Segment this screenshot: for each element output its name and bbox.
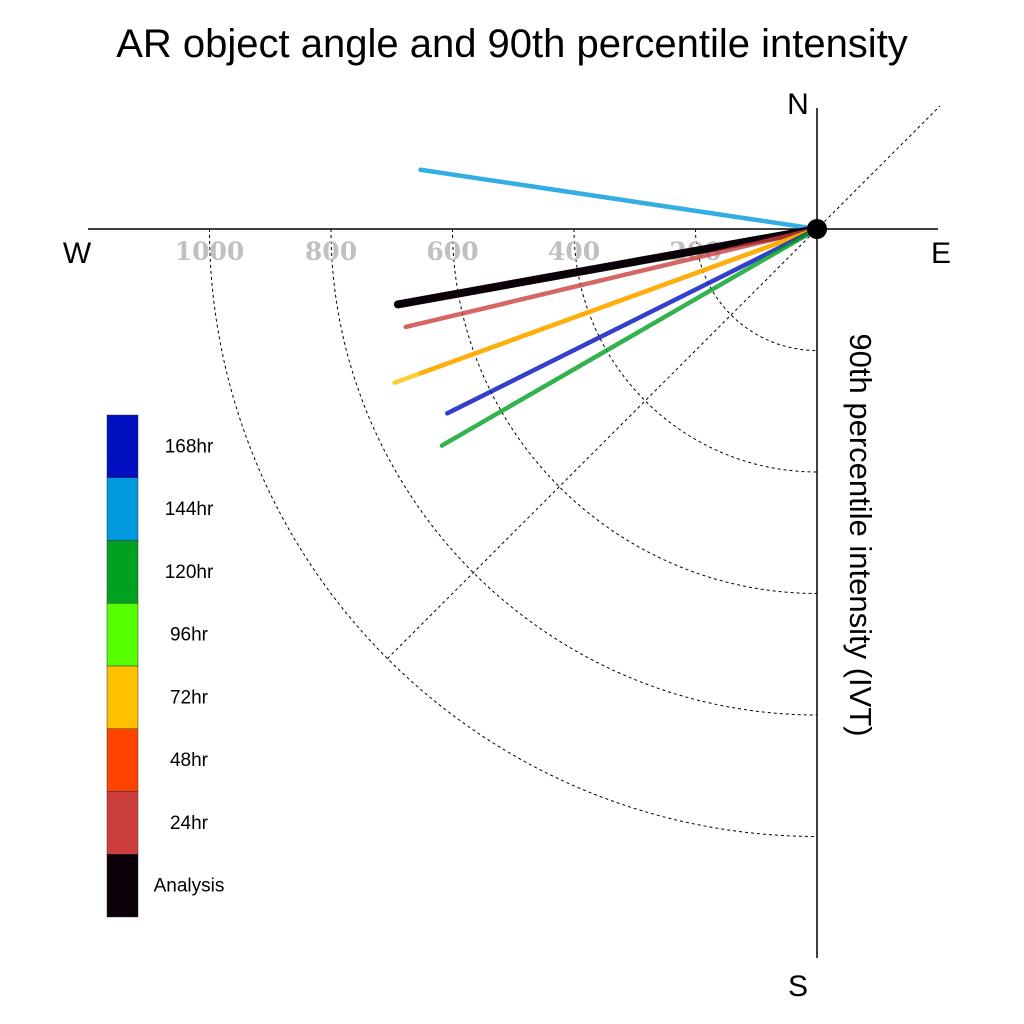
vector-144hr — [418, 167, 820, 232]
grid-arc-3 — [330, 228, 818, 716]
grid-arc-4 — [209, 228, 818, 837]
vector-24hr — [403, 226, 820, 330]
compass-south: S — [788, 970, 808, 1003]
legend-label: Analysis — [154, 876, 225, 897]
vector-series — [392, 167, 821, 448]
legend-swatch — [106, 414, 139, 478]
legend-swatch — [106, 665, 139, 729]
legend-label: 96hr — [170, 625, 209, 646]
radial-tick-label: 400 — [548, 237, 600, 266]
legend-label: 144hr — [165, 499, 214, 520]
compass-west: W — [63, 237, 92, 270]
legend: 168hr 144hr 120hr 96hr 72hr 48hr 24hr Analysis — [106, 414, 225, 918]
legend-swatch — [106, 603, 139, 667]
vector-120hr — [439, 226, 820, 448]
radial-tick-labels: 2004006008001000 — [175, 237, 722, 266]
grid-diagonal — [387, 105, 941, 659]
grid — [209, 105, 941, 837]
radial-tick-label: 600 — [426, 237, 478, 266]
compass-north: N — [787, 88, 809, 121]
chart-title: AR object angle and 90th percentile inte… — [116, 22, 908, 66]
legend-swatch — [106, 728, 139, 792]
legend-label: 72hr — [170, 687, 209, 708]
legend-label: 120hr — [165, 562, 214, 583]
radial-tick-label: 800 — [305, 237, 357, 266]
legend-swatch — [106, 540, 139, 604]
grid-arc-0 — [695, 228, 818, 351]
origin-marker — [807, 219, 827, 239]
vector-168hr — [445, 226, 820, 416]
radial-tick-label: 1000 — [175, 237, 245, 266]
vector-72hr — [392, 226, 820, 386]
legend-swatch — [106, 477, 139, 541]
legend-label: 24hr — [170, 813, 209, 834]
legend-swatch — [106, 791, 139, 855]
legend-label: 168hr — [165, 436, 214, 457]
compass-east: E — [931, 237, 951, 270]
radial-axis-label: 90th percentile intensity (IVT) — [843, 333, 878, 736]
legend-label: 48hr — [170, 750, 209, 771]
legend-swatch — [106, 854, 139, 918]
vector-analysis — [393, 225, 821, 309]
